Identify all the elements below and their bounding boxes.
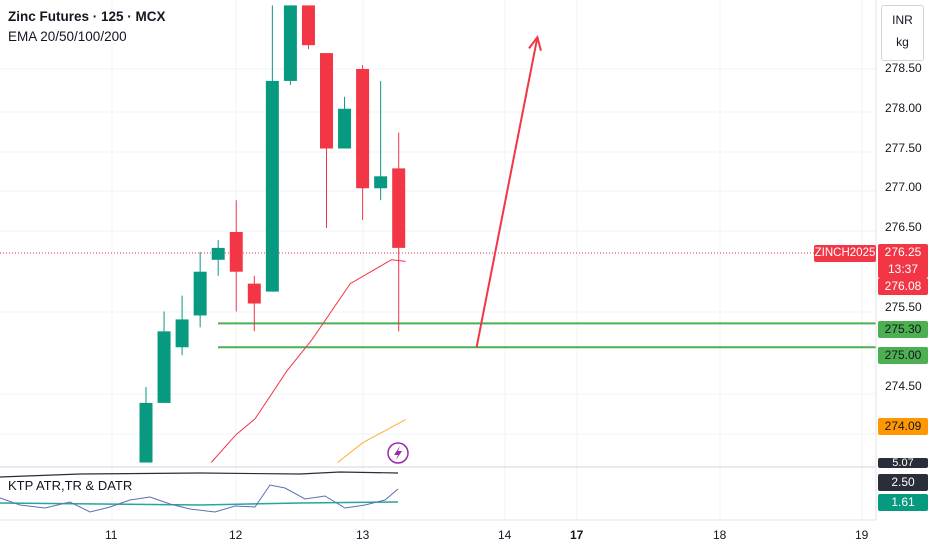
candle-body — [392, 168, 406, 248]
date-tick-label: 12 — [229, 528, 243, 542]
symbol-title[interactable]: Zinc Futures · 125 · MCX — [8, 9, 166, 24]
candle — [157, 311, 171, 403]
ema-fast-line — [210, 259, 406, 463]
candle-body — [247, 283, 261, 304]
tr-line — [0, 484, 399, 513]
indicator-value-low: 1.61 — [878, 494, 928, 511]
currency-label: INR — [892, 13, 913, 27]
date-tick-label: 17 — [570, 528, 584, 542]
candle — [392, 132, 406, 332]
currency-unit-selector[interactable]: INR kg — [881, 5, 924, 61]
candle-body — [301, 5, 315, 46]
unit-label: kg — [896, 35, 909, 49]
candle — [356, 65, 370, 221]
candle-body — [338, 108, 352, 149]
candle — [374, 80, 388, 201]
candle — [229, 200, 243, 312]
candle-body — [175, 319, 189, 348]
ema-fast-price-label: 276.08 — [878, 278, 928, 295]
price-tick-label: 277.50 — [885, 140, 922, 155]
candle-body — [374, 176, 388, 189]
candle — [139, 387, 153, 463]
level-lower-price-label: 275.00 — [878, 347, 928, 364]
candle-body — [157, 331, 171, 403]
datr-line — [0, 501, 399, 506]
price-tick-label: 278.00 — [885, 100, 922, 115]
date-tick-label: 11 — [105, 528, 118, 542]
candle — [301, 5, 315, 50]
candle — [265, 5, 279, 292]
support-levels — [218, 322, 876, 349]
date-tick-label: 13 — [356, 528, 370, 542]
candle-body — [320, 53, 333, 149]
atr-upper-line — [0, 471, 399, 478]
candles — [139, 5, 406, 463]
indicator-value-mid: 2.50 — [878, 474, 928, 491]
candle — [320, 53, 333, 228]
candle — [193, 251, 207, 328]
ema-indicator-label[interactable]: EMA 20/50/100/200 — [8, 29, 127, 44]
price-tick-label: 277.00 — [885, 180, 922, 195]
candle-body — [356, 69, 370, 189]
indicator-value-top: 5.07 — [878, 458, 928, 468]
price-tick-label: 276.50 — [885, 220, 922, 234]
ema-slow-price-label: 274.09 — [878, 418, 928, 435]
candle-body — [229, 231, 243, 272]
last-price-value: 276.25 — [884, 245, 922, 259]
candle-body — [265, 80, 279, 292]
candle-body — [283, 5, 297, 81]
candle — [247, 275, 261, 332]
arrow-shaft — [475, 37, 539, 348]
projection-arrow — [475, 34, 542, 348]
candle — [283, 5, 297, 85]
last-price-box: 276.25 13:37 — [878, 244, 928, 278]
candle — [175, 295, 189, 356]
level-upper-price-label: 275.30 — [878, 321, 928, 338]
candle-body — [193, 271, 207, 316]
chart-grid — [0, 0, 876, 520]
candle-body — [211, 247, 225, 260]
flash-icon[interactable] — [387, 442, 409, 464]
candle-body — [139, 402, 153, 463]
bar-countdown: 13:37 — [887, 262, 919, 276]
ema-slow-line — [337, 419, 406, 463]
price-tick-label: 274.50 — [885, 379, 922, 393]
symbol-price-tag: ZINCH2025 — [814, 245, 876, 262]
candle — [338, 96, 352, 149]
date-tick-label: 14 — [498, 528, 512, 542]
date-tick-label: 18 — [713, 528, 727, 542]
price-tick-label: 275.50 — [885, 299, 922, 314]
price-tick-label: 278.50 — [885, 61, 922, 75]
arrow-head — [528, 34, 542, 51]
date-tick-label: 19 — [855, 528, 869, 542]
indicator-title[interactable]: KTP ATR,TR & DATR — [8, 478, 133, 493]
candle — [211, 239, 225, 276]
